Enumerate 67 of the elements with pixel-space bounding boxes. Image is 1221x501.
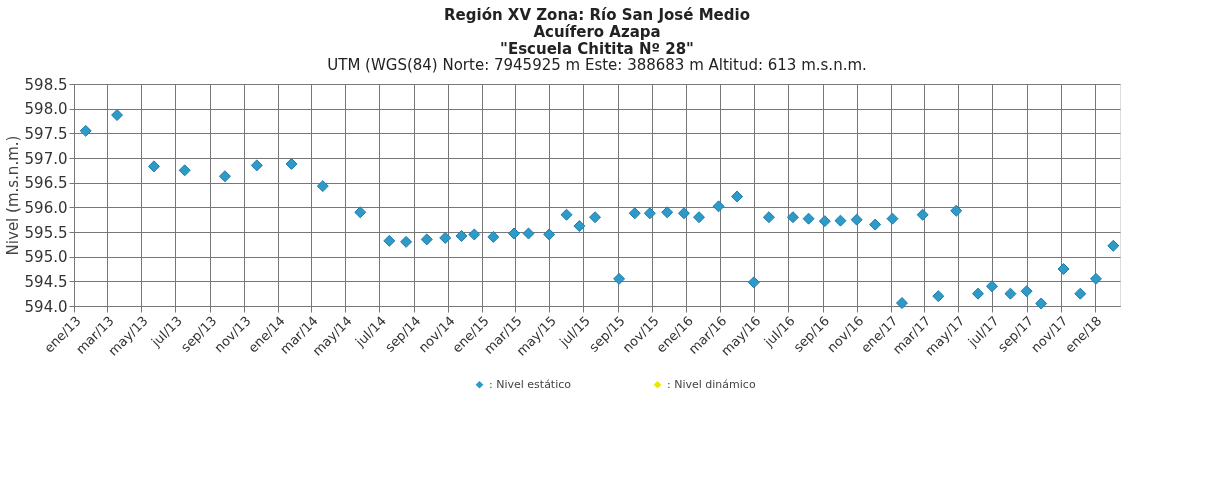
point	[285, 157, 298, 170]
chart-subtitle: UTM (WGS(84) Norte: 7945925 m Este: 388683 m Altitud: 613 m.s.n.m.	[327, 56, 867, 74]
point	[818, 215, 831, 228]
point	[455, 229, 468, 242]
point	[1020, 285, 1033, 298]
point	[1107, 239, 1120, 252]
point	[147, 160, 160, 173]
point	[487, 230, 500, 243]
point	[712, 200, 725, 213]
y-tick-label: 597.5	[24, 124, 68, 143]
point	[886, 212, 899, 225]
point	[802, 212, 815, 225]
legend-label: : Nivel dinámico	[667, 377, 756, 391]
point	[543, 228, 556, 241]
point	[932, 290, 945, 303]
point	[1035, 297, 1048, 310]
point	[850, 213, 863, 226]
point	[383, 234, 396, 247]
legend-label: : Nivel estático	[489, 377, 572, 391]
point	[316, 180, 329, 193]
point	[178, 164, 191, 177]
point	[589, 211, 602, 224]
point	[468, 228, 481, 241]
point	[560, 208, 573, 221]
point	[643, 207, 656, 220]
point	[522, 227, 535, 240]
point	[1057, 263, 1070, 275]
y-tick-label: 594.0	[24, 297, 68, 316]
point	[573, 220, 586, 233]
point	[420, 233, 433, 246]
point	[250, 159, 263, 172]
point	[693, 211, 706, 224]
point	[1074, 287, 1087, 300]
point	[439, 231, 452, 244]
point	[834, 214, 847, 227]
y-tick-label: 598.0	[24, 100, 68, 119]
point	[972, 287, 984, 300]
point	[354, 206, 367, 219]
point	[628, 207, 641, 220]
y-tick-label: 596.5	[24, 174, 68, 193]
point	[747, 276, 760, 289]
point	[731, 190, 744, 203]
point	[661, 206, 674, 219]
point	[895, 297, 908, 310]
y-tick-label: 598.5	[24, 75, 68, 94]
y-tick-label: 595.0	[24, 248, 68, 267]
y-tick-label: 596.0	[24, 198, 68, 217]
point	[111, 109, 124, 122]
point	[1004, 287, 1017, 300]
y-tick-label: 595.5	[24, 223, 68, 242]
point	[986, 280, 998, 293]
chart-title: Región XV Zona: Río San José Medio Acuífero Azapa "Escuela Chitita Nº 28"	[444, 6, 750, 58]
point	[400, 235, 413, 248]
y-tick-label: 597.0	[24, 149, 68, 168]
point	[916, 208, 929, 221]
point	[79, 124, 92, 137]
point	[1089, 272, 1102, 285]
point	[869, 218, 882, 231]
point	[677, 207, 690, 220]
point	[762, 211, 775, 224]
y-tick-label: 594.5	[24, 272, 68, 291]
point	[613, 272, 626, 285]
y-axis-title: Nivel (m.s.n.m.)	[3, 135, 22, 256]
point	[786, 211, 799, 224]
point	[950, 204, 963, 217]
point	[218, 170, 231, 183]
point	[508, 227, 520, 240]
